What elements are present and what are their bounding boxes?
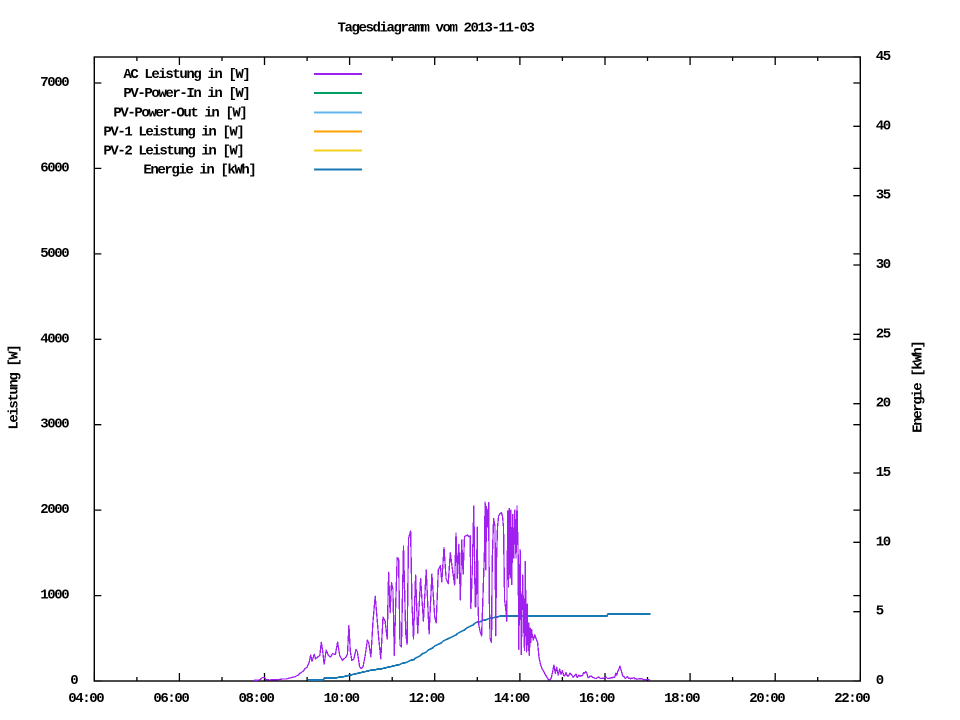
- svg-text:Leistung [W]: Leistung [W]: [7, 346, 23, 430]
- svg-text:AC Leistung in [W]: AC Leistung in [W]: [123, 67, 249, 83]
- svg-text:08:00: 08:00: [239, 691, 275, 707]
- svg-text:18:00: 18:00: [664, 691, 700, 707]
- svg-text:PV-1 Leistung in [W]: PV-1 Leistung in [W]: [103, 124, 243, 140]
- svg-text:45: 45: [876, 49, 891, 65]
- svg-text:Tagesdiagramm vom 2013-11-03: Tagesdiagramm vom 2013-11-03: [338, 21, 535, 37]
- svg-text:0: 0: [876, 673, 884, 689]
- svg-text:16:00: 16:00: [579, 691, 615, 707]
- svg-text:25: 25: [876, 326, 891, 342]
- svg-text:PV-2 Leistung in [W]: PV-2 Leistung in [W]: [103, 143, 243, 159]
- svg-text:22:00: 22:00: [834, 691, 870, 707]
- svg-text:04:00: 04:00: [68, 691, 104, 707]
- svg-text:1000: 1000: [40, 588, 69, 604]
- svg-text:20:00: 20:00: [749, 691, 785, 707]
- svg-text:40: 40: [876, 118, 891, 134]
- svg-text:Energie [kWh]: Energie [kWh]: [911, 342, 927, 433]
- svg-text:35: 35: [876, 188, 891, 204]
- svg-text:30: 30: [876, 257, 891, 273]
- svg-text:PV-Power-In in [W]: PV-Power-In in [W]: [123, 86, 249, 102]
- svg-text:7000: 7000: [40, 75, 69, 91]
- svg-text:12:00: 12:00: [409, 691, 445, 707]
- svg-text:5: 5: [876, 604, 884, 620]
- svg-text:15: 15: [876, 465, 891, 481]
- svg-text:Energie in [kWh]: Energie in [kWh]: [143, 162, 255, 178]
- svg-text:4000: 4000: [40, 331, 69, 347]
- svg-text:10: 10: [876, 534, 891, 550]
- svg-text:3000: 3000: [40, 417, 69, 433]
- svg-text:5000: 5000: [40, 246, 69, 262]
- svg-text:06:00: 06:00: [153, 691, 189, 707]
- svg-text:2000: 2000: [40, 502, 69, 518]
- svg-text:10:00: 10:00: [324, 691, 360, 707]
- svg-text:PV-Power-Out in [W]: PV-Power-Out in [W]: [113, 105, 246, 121]
- svg-text:20: 20: [876, 396, 891, 412]
- svg-text:0: 0: [70, 673, 78, 689]
- svg-text:14:00: 14:00: [494, 691, 530, 707]
- svg-text:6000: 6000: [40, 160, 69, 176]
